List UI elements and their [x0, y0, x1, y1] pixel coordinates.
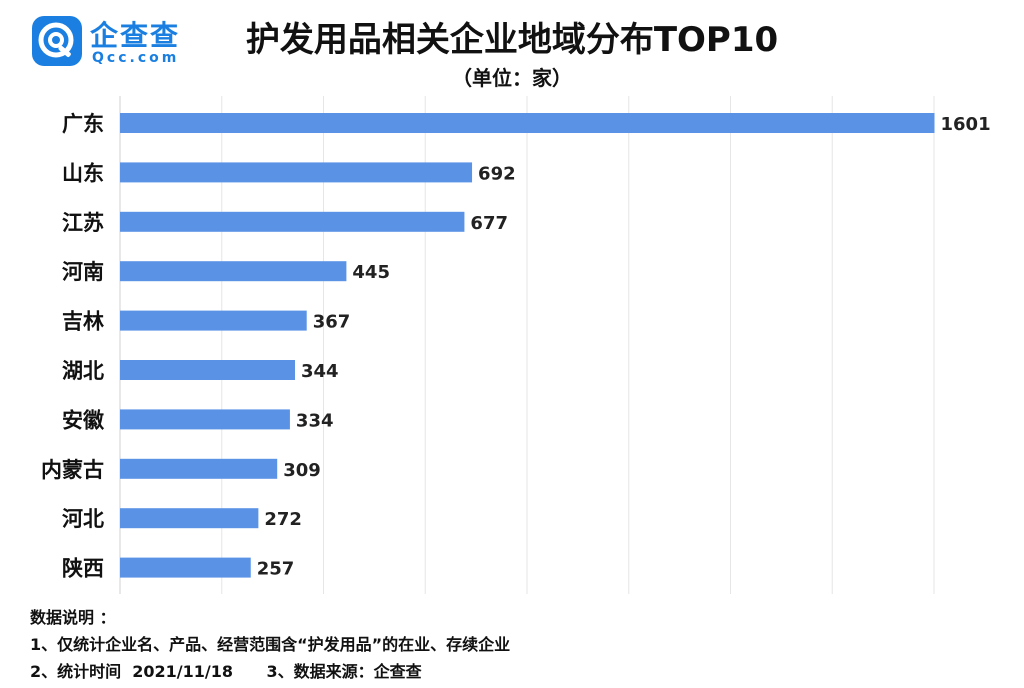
- data-label: 677: [470, 213, 508, 234]
- category-label: 陕西: [62, 557, 104, 581]
- notes-line-1: 1、仅统计企业名、产品、经营范围含“护发用品”的在业、存续企业: [30, 635, 511, 654]
- bar: [120, 360, 296, 380]
- bar: [120, 211, 465, 232]
- data-label: 257: [257, 559, 295, 580]
- data-label: 309: [283, 460, 321, 481]
- category-label: 广东: [62, 112, 104, 136]
- bar: [120, 261, 347, 282]
- data-label: 334: [296, 410, 334, 431]
- bar: [120, 409, 290, 430]
- bar: [120, 162, 473, 183]
- category-label: 山东: [62, 161, 104, 185]
- bar-chart: 广东 1601 山东 692 江苏 677 河南 445 吉林 367 湖北 344 安徽 334 内蒙古 3…: [41, 96, 991, 594]
- logo-text-cn: 企查查: [90, 19, 181, 52]
- qcc-logo-icon: [32, 16, 82, 66]
- chart-subtitle: （单位：家）: [452, 66, 572, 90]
- category-label: 湖北: [62, 359, 104, 383]
- data-label: 272: [264, 509, 302, 530]
- category-label: 安徽: [62, 408, 105, 432]
- category-label: 内蒙古: [41, 458, 104, 482]
- data-label: 344: [301, 361, 339, 382]
- category-label: 江苏: [62, 211, 104, 235]
- category-label: 吉林: [62, 310, 104, 334]
- notes-line-2: 2、统计时间 2021/11/18 3、数据来源：企查查: [30, 662, 422, 681]
- category-label: 河南: [62, 260, 104, 284]
- data-label: 367: [313, 312, 351, 333]
- data-label: 692: [478, 163, 516, 184]
- logo: 企查查 Qcc.com: [26, 12, 226, 70]
- data-notes: 数据说明 ： 1、仅统计企业名、产品、经营范围含“护发用品”的在业、存续企业 2…: [30, 604, 510, 685]
- bar: [120, 508, 259, 529]
- bar: [120, 557, 251, 578]
- bar: [120, 310, 307, 331]
- chart-title: 护发用品相关企业地域分布TOP10: [245, 20, 779, 60]
- logo-text-en: Qcc.com: [92, 50, 180, 66]
- bar: [120, 113, 935, 133]
- bar: [120, 458, 278, 479]
- data-label: 445: [352, 262, 390, 283]
- notes-heading: 数据说明 ：: [30, 608, 116, 627]
- category-label: 河北: [62, 507, 104, 531]
- data-label: 1601: [941, 114, 991, 135]
